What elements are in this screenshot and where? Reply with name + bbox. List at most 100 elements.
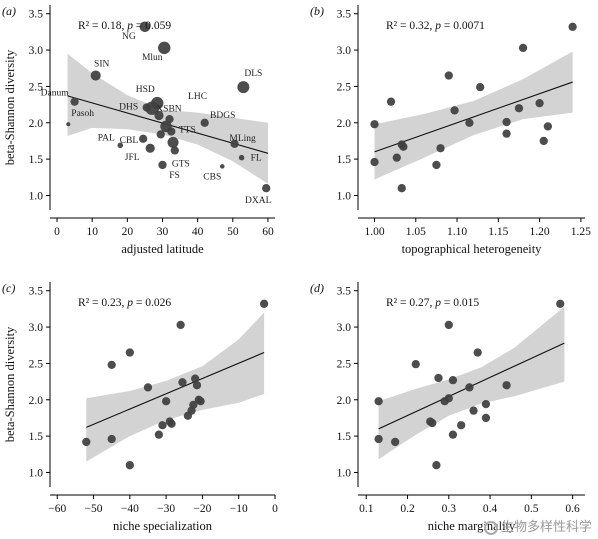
x-tick-label: 50 bbox=[227, 226, 239, 238]
y-tick-label: 2.0 bbox=[337, 118, 352, 130]
y-tick-label: 2.5 bbox=[29, 81, 44, 93]
data-point bbox=[502, 117, 511, 127]
data-point bbox=[444, 394, 453, 403]
site-label-pal: PAL bbox=[98, 133, 115, 143]
data-point bbox=[502, 129, 511, 138]
site-label-hsd: HSD bbox=[136, 85, 155, 95]
data-point bbox=[391, 437, 400, 447]
data-point bbox=[192, 381, 202, 390]
x-tick-label: 40 bbox=[192, 226, 204, 238]
y-tick-label: 1.5 bbox=[337, 154, 352, 166]
data-point bbox=[428, 418, 437, 428]
data-point bbox=[82, 437, 91, 447]
x-tick-label: 0.6 bbox=[565, 503, 580, 515]
data-point bbox=[386, 97, 396, 106]
data-point bbox=[200, 118, 209, 127]
data-point bbox=[167, 136, 179, 148]
data-point bbox=[230, 139, 239, 148]
x-tick-label: 0.1 bbox=[359, 503, 374, 515]
data-point bbox=[170, 146, 179, 155]
data-point bbox=[219, 164, 225, 169]
site-label-dxal: DXAL bbox=[245, 196, 272, 206]
site-label-danum: Danum bbox=[41, 89, 70, 99]
x-tick-label: 1.10 bbox=[447, 226, 467, 238]
data-point bbox=[259, 299, 269, 308]
y-tick-label: 2.0 bbox=[29, 118, 44, 130]
x-tick-label: 1.05 bbox=[406, 226, 426, 238]
x-axis-label: adjusted latitude bbox=[121, 242, 204, 256]
data-point bbox=[392, 153, 401, 162]
panel-c: 1.0 1.5 2.0 2.5 3.0 3.5 −60 −50 −40 −30 −20 −10 0 nic… bbox=[2, 281, 278, 533]
site-label-jfl: JFL bbox=[125, 153, 140, 163]
data-point bbox=[196, 397, 205, 406]
y-tick-label: 1.0 bbox=[337, 467, 352, 479]
site-label-mling: MLing bbox=[229, 134, 256, 144]
site-label-pasoh: Pasoh bbox=[71, 109, 94, 119]
x-tick-label: −60 bbox=[48, 503, 66, 515]
data-point bbox=[117, 142, 124, 149]
x-tick-label: 0 bbox=[272, 503, 278, 515]
y-tick-label: 1.0 bbox=[337, 190, 352, 202]
data-point bbox=[434, 373, 443, 383]
data-point bbox=[167, 419, 176, 428]
site-label-cbs: CBS bbox=[203, 172, 221, 182]
data-point bbox=[125, 348, 134, 357]
y-axis-label: beta-Shannon diversity bbox=[3, 326, 17, 442]
data-point bbox=[374, 397, 383, 406]
data-point bbox=[432, 160, 441, 170]
regression-line bbox=[374, 81, 573, 153]
data-point bbox=[143, 383, 153, 392]
x-tick-label: 1.20 bbox=[530, 226, 550, 238]
y-tick-label: 1.0 bbox=[29, 190, 44, 202]
data-point bbox=[139, 21, 151, 33]
data-point bbox=[167, 127, 176, 136]
data-point bbox=[457, 421, 466, 430]
data-point bbox=[543, 122, 552, 131]
data-point bbox=[154, 430, 164, 439]
x-tick-label: 1.15 bbox=[488, 226, 508, 238]
watermark-text: 生物多样性科学 bbox=[500, 520, 592, 535]
data-point bbox=[370, 157, 379, 167]
data-point bbox=[145, 143, 155, 153]
data-point bbox=[397, 184, 406, 193]
x-tick-label: 0.2 bbox=[400, 503, 415, 515]
confidence-band bbox=[374, 51, 573, 180]
panel-d: 1.01.52.02.53.03.50.1 0.2 0.3 0.4 0.5 0.6nich… bbox=[310, 281, 585, 533]
y-tick-label: 2.5 bbox=[29, 358, 44, 370]
data-point bbox=[539, 136, 548, 146]
data-point bbox=[107, 434, 116, 444]
site-label-cbl: CBL bbox=[120, 136, 139, 146]
data-point bbox=[370, 120, 379, 129]
y-tick-label: 1.5 bbox=[29, 154, 44, 166]
stat-annotation: R² = 0.27, p = 0.015 bbox=[386, 297, 479, 309]
data-point bbox=[238, 154, 245, 161]
data-point bbox=[156, 130, 165, 139]
data-point bbox=[176, 320, 185, 330]
y-tick-label: 3.0 bbox=[29, 322, 44, 334]
data-point bbox=[399, 142, 408, 151]
data-point bbox=[444, 71, 453, 80]
data-point bbox=[90, 70, 101, 81]
data-point bbox=[66, 122, 71, 127]
data-point bbox=[535, 98, 544, 108]
site-label-ng: NG bbox=[122, 32, 136, 42]
x-tick-label: −20 bbox=[193, 503, 211, 515]
site-label-fs: FS bbox=[169, 171, 180, 181]
data-point bbox=[556, 299, 565, 308]
wechat-icon bbox=[483, 520, 498, 535]
panel-letter: (d) bbox=[310, 281, 324, 295]
data-point bbox=[154, 110, 164, 121]
y-tick-label: 1.5 bbox=[337, 431, 352, 443]
site-label-dhs: DHS bbox=[119, 103, 138, 113]
stat-annotation: R² = 0.23, p = 0.026 bbox=[78, 297, 171, 309]
data-point bbox=[189, 400, 198, 409]
data-point bbox=[411, 360, 420, 369]
site-label-fl: FL bbox=[251, 154, 262, 164]
y-tick-label: 3.5 bbox=[337, 9, 352, 21]
x-tick-label: 30 bbox=[157, 226, 169, 238]
x-tick-label: −10 bbox=[230, 503, 248, 515]
data-point bbox=[125, 461, 134, 470]
data-point bbox=[450, 106, 459, 115]
data-point bbox=[465, 118, 474, 127]
